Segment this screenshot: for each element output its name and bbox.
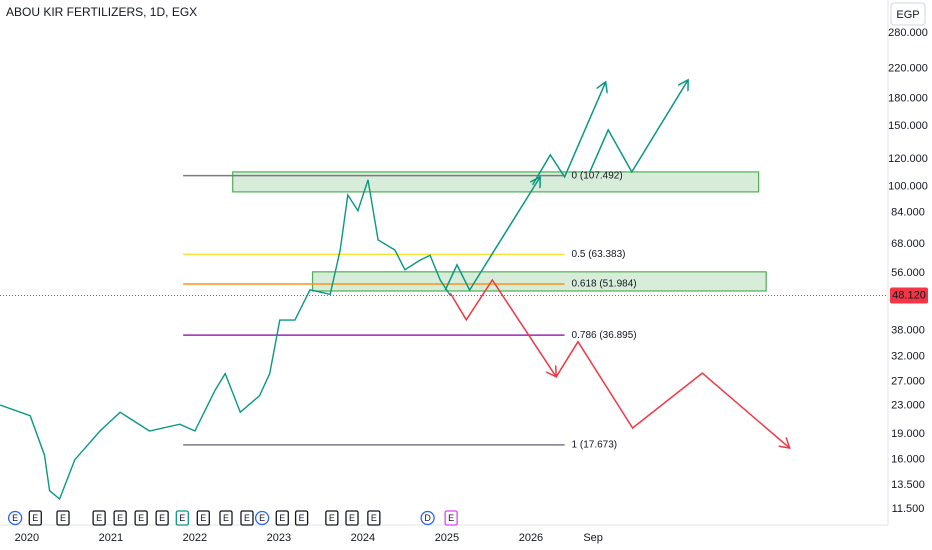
- event-marker: [240, 510, 254, 526]
- event-marker: [113, 510, 127, 526]
- y-tick-label: 68.000: [891, 238, 925, 250]
- x-tick-label: 2024: [351, 532, 375, 544]
- y-tick-label: 280.000: [888, 27, 928, 39]
- chart-title: ABOU KIR FERTILIZERS, 1D, EGX: [6, 5, 197, 19]
- y-tick-label: 13.500: [891, 479, 925, 491]
- y-tick-label: 56.000: [891, 267, 925, 279]
- projection-arrow: [589, 80, 688, 174]
- event-marker: [175, 510, 189, 526]
- event-label: E: [179, 513, 185, 523]
- event-label: E: [117, 513, 123, 523]
- event-marker: [420, 510, 435, 526]
- zone: [311, 271, 767, 292]
- event-marker: [196, 510, 210, 526]
- event-marker: [367, 510, 381, 526]
- y-tick-label: 16.000: [891, 454, 925, 466]
- projection-arrow: [444, 177, 540, 292]
- x-tick-label: Sep: [583, 532, 603, 544]
- event-marker: [444, 510, 458, 526]
- event-marker: [155, 510, 169, 526]
- y-tick-label: 23.000: [891, 400, 925, 412]
- event-marker: [7, 510, 23, 526]
- y-tick-label: 11.500: [892, 503, 925, 515]
- event-marker: [345, 510, 359, 526]
- event-label: E: [138, 513, 144, 523]
- event-marker: [219, 510, 233, 526]
- event-marker: [294, 510, 309, 526]
- fib-label: 1 (17.673): [572, 440, 618, 451]
- event-label: E: [32, 513, 38, 523]
- y-tick-label: 220.000: [888, 63, 928, 75]
- currency[interactable]: EGP: [896, 9, 919, 21]
- x-tick-label: 2026: [519, 532, 543, 544]
- x-tick-label: 2025: [435, 532, 459, 544]
- fib-label: 0.786 (36.895): [572, 330, 637, 341]
- event-label: E: [349, 513, 355, 523]
- y-tick-label: 19.000: [891, 428, 925, 440]
- y-tick-label: 27.000: [891, 376, 925, 388]
- price-line: [0, 179, 451, 501]
- projection-arrow: [449, 278, 556, 377]
- projection-arrow: [531, 82, 606, 186]
- x-tick-label: 2022: [183, 532, 207, 544]
- fib-label: 0.618 (51.984): [572, 279, 637, 290]
- fib-label: 0.5 (63.383): [572, 249, 626, 260]
- event-marker: [325, 510, 339, 526]
- event-label: D: [424, 513, 431, 523]
- y-tick-label: 84.000: [891, 206, 925, 218]
- y-tick-label: 100.000: [888, 180, 928, 192]
- y-tick-label: 150.000: [888, 120, 928, 132]
- event-label: E: [159, 513, 165, 523]
- event-label: E: [200, 513, 206, 523]
- event-marker: [254, 510, 270, 526]
- y-tick-label: 180.000: [888, 93, 928, 105]
- event-label: E: [299, 513, 305, 523]
- event-marker: [56, 510, 70, 526]
- event-label: E: [448, 513, 454, 523]
- event-marker: [134, 510, 148, 526]
- x-tick-label: 2021: [99, 532, 123, 544]
- x-tick-label: 2020: [15, 532, 39, 544]
- event-label: E: [329, 513, 335, 523]
- x-tick-label: 2023: [267, 532, 291, 544]
- event-label: E: [371, 513, 377, 523]
- event-label: E: [12, 513, 18, 523]
- currency-box[interactable]: [890, 2, 926, 26]
- event-marker: [28, 510, 42, 526]
- event-marker: [92, 510, 106, 526]
- y-tick-label: 120.000: [888, 153, 928, 165]
- last-price-label: 48.120: [892, 289, 926, 301]
- event-label: E: [259, 513, 265, 523]
- projection-arrow: [555, 340, 790, 448]
- event-label: E: [96, 513, 102, 523]
- event-label: E: [60, 513, 66, 523]
- event-label: E: [279, 513, 285, 523]
- fib-label: 0 (107.492): [572, 170, 623, 181]
- event-label: E: [244, 513, 250, 523]
- zone: [232, 171, 760, 193]
- y-tick-label: 32.000: [891, 350, 925, 362]
- y-tick-label: 38.000: [891, 325, 925, 337]
- last-price-box: [890, 287, 928, 304]
- event-label: E: [223, 513, 229, 523]
- event-marker: [275, 510, 289, 526]
